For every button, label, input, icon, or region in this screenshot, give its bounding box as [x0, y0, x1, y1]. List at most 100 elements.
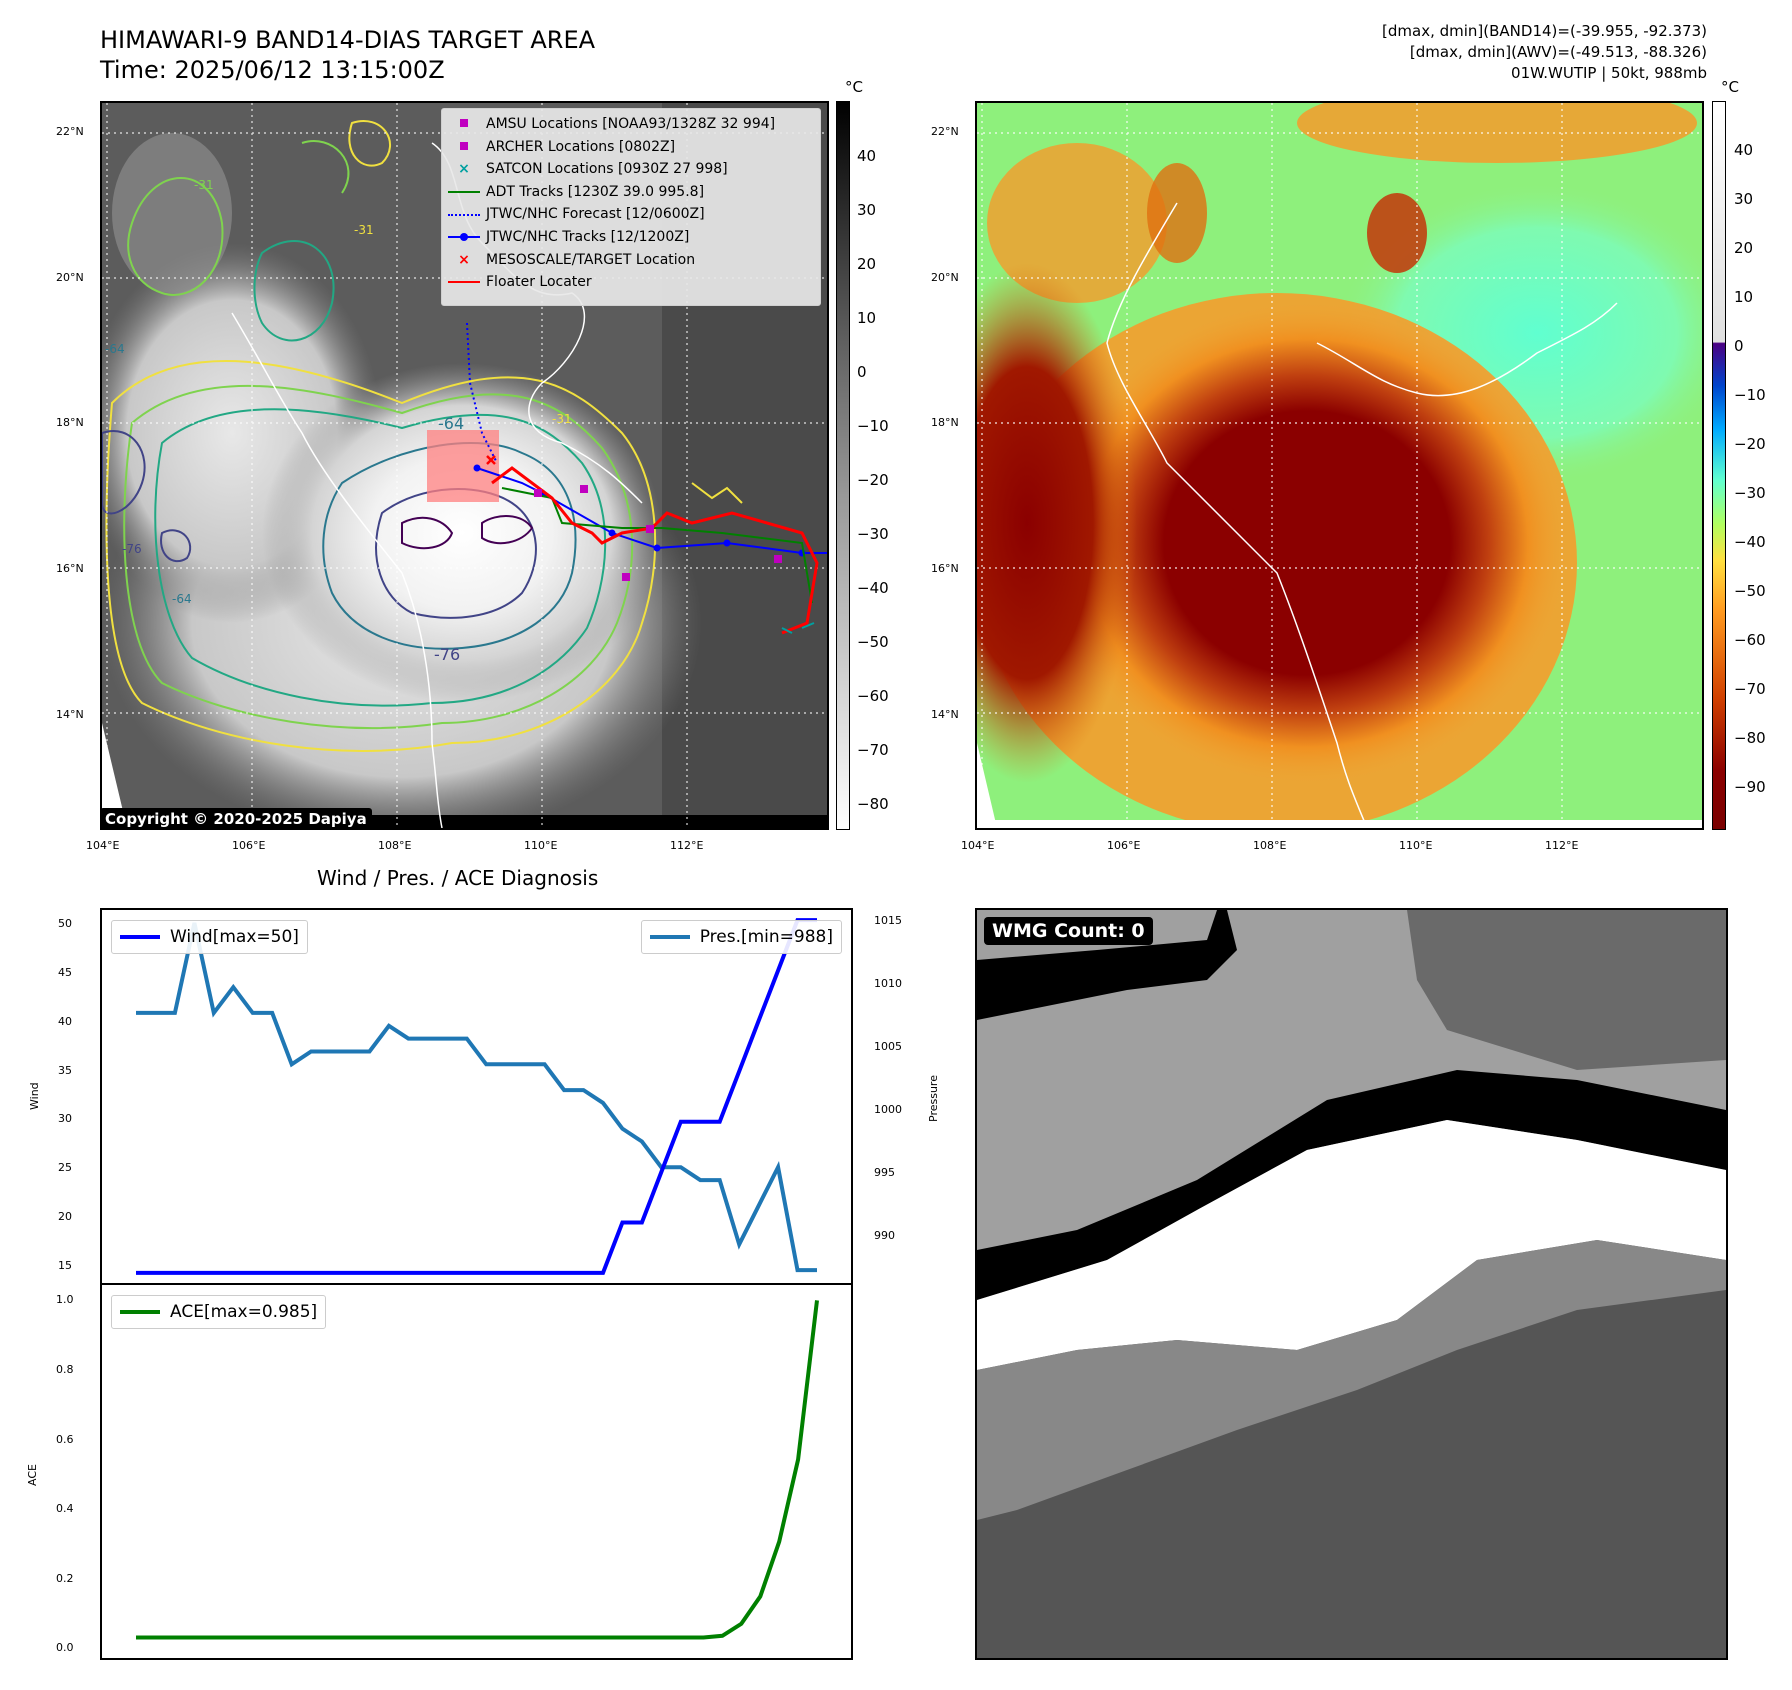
legend-label: MESOSCALE/TARGET Location: [486, 251, 696, 268]
wind-series-line: [136, 918, 817, 1275]
contour-label: -64: [105, 342, 125, 356]
ace-tick: 0.4: [56, 1502, 74, 1515]
wind-pressure-plot: Wind[max=50] Pres.[min=988]: [100, 908, 853, 1285]
legend-item-forecast: JTWC/NHC Forecast [12/0600Z]: [442, 203, 820, 226]
x-marker-icon: ×: [458, 161, 470, 178]
colorbar-tick: −10: [1734, 386, 1766, 404]
legend-item-jtwc: JTWC/NHC Tracks [12/1200Z]: [442, 226, 820, 249]
contour-label: -31: [194, 178, 214, 192]
wv-colorbar: [1712, 101, 1726, 830]
ace-axis-label: ACE: [26, 1464, 39, 1486]
legend-item-satcon: × SATCON Locations [0930Z 27 998]: [442, 158, 820, 181]
pressure-tick: 1015: [874, 914, 902, 927]
band14-range-text: [dmax, dmin](BAND14)=(-39.955, -92.373): [1382, 22, 1707, 40]
pressure-legend-label: Pres.[min=988]: [699, 927, 833, 947]
lat-tick: 14°N: [56, 708, 84, 721]
lat-tick: 20°N: [56, 271, 84, 284]
lon-tick: 112°E: [1545, 839, 1579, 852]
colorbar-tick: 20: [857, 255, 877, 273]
colorbar-tick: 0: [857, 363, 867, 381]
line-dot-marker-icon: [442, 226, 486, 248]
legend-item-mesoscale: × MESOSCALE/TARGET Location: [442, 249, 820, 272]
wind-tick: 50: [58, 917, 72, 930]
colorbar-tick: 20: [1734, 239, 1754, 257]
lon-tick: 104°E: [961, 839, 995, 852]
pressure-series-line: [136, 922, 817, 1273]
wind-axis-label: Wind: [28, 1082, 41, 1110]
colorbar-tick: −90: [1734, 778, 1766, 796]
colorbar-tick: −70: [857, 741, 889, 759]
ir-colorbar: [836, 101, 850, 830]
pressure-legend: Pres.[min=988]: [640, 920, 842, 954]
lon-tick: 106°E: [1107, 839, 1141, 852]
pressure-tick: 1010: [874, 977, 902, 990]
colorbar-tick: −30: [857, 525, 889, 543]
colorbar-tick: −80: [857, 795, 889, 813]
ir-map-legend: AMSU Locations [NOAA93/1328Z 32 994] ARC…: [441, 108, 821, 306]
wv-imagery: [977, 103, 1702, 828]
lat-tick: 18°N: [931, 416, 959, 429]
pressure-axis-label: Pressure: [927, 1075, 940, 1122]
colorbar-tick: −10: [857, 417, 889, 435]
contour-label: -64: [438, 414, 465, 433]
legend-label: ARCHER Locations [0802Z]: [486, 138, 676, 155]
lon-tick: 106°E: [232, 839, 266, 852]
pressure-tick: 1005: [874, 1040, 902, 1053]
storm-info-text: 01W.WUTIP | 50kt, 988mb: [1511, 64, 1707, 82]
ace-tick: 0.6: [56, 1433, 74, 1446]
wind-tick: 35: [58, 1064, 72, 1077]
diagnosis-title: Wind / Pres. / ACE Diagnosis: [317, 866, 599, 890]
ace-plot: ACE[max=0.985]: [100, 1283, 853, 1660]
ace-legend-label: ACE[max=0.985]: [170, 1302, 318, 1322]
wind-tick: 30: [58, 1112, 72, 1125]
colorbar-tick: −30: [1734, 484, 1766, 502]
lat-tick: 14°N: [931, 708, 959, 721]
lat-tick: 20°N: [931, 271, 959, 284]
ace-tick: 1.0: [56, 1293, 74, 1306]
contour-label: -31: [552, 412, 572, 426]
legend-label: JTWC/NHC Tracks [12/1200Z]: [486, 228, 690, 245]
wind-tick: 15: [58, 1259, 72, 1272]
awv-range-text: [dmax, dmin](AWV)=(-49.513, -88.326): [1409, 43, 1707, 61]
copyright-label: Copyright © 2020-2025 Dapiya: [100, 808, 372, 830]
ir-colorbar-unit: °C: [845, 78, 863, 96]
pressure-tick: 990: [874, 1229, 895, 1242]
pressure-tick: 995: [874, 1166, 895, 1179]
wind-tick: 40: [58, 1015, 72, 1028]
colorbar-tick: 40: [857, 147, 877, 165]
colorbar-tick: −40: [1734, 533, 1766, 551]
ace-line: [136, 1300, 819, 1640]
colorbar-tick: −50: [857, 633, 889, 651]
contour-label: -76: [122, 542, 142, 556]
lat-tick: 18°N: [56, 416, 84, 429]
wmg-panel: [975, 908, 1728, 1660]
lon-tick: 110°E: [524, 839, 558, 852]
contour-label: -64: [172, 592, 192, 606]
ir-satellite-map: -31 -31 -64 -64 -76 -64 -76 -31 AMSU Loc…: [100, 101, 829, 830]
colorbar-tick: 40: [1734, 141, 1754, 159]
wind-legend-label: Wind[max=50]: [170, 927, 299, 947]
contour-label: -31: [354, 223, 374, 237]
wind-tick: 25: [58, 1161, 72, 1174]
colorbar-tick: 10: [857, 309, 877, 327]
lon-tick: 108°E: [378, 839, 412, 852]
line-marker-icon: [442, 181, 486, 203]
dotted-line-icon: [442, 204, 486, 226]
wmg-count-label: WMG Count: 0: [984, 917, 1153, 945]
colorbar-tick: −50: [1734, 582, 1766, 600]
colorbar-tick: −70: [1734, 680, 1766, 698]
lat-tick: 22°N: [56, 125, 84, 138]
lon-tick: 112°E: [670, 839, 704, 852]
wv-colorbar-unit: °C: [1721, 78, 1739, 96]
ace-tick: 0.8: [56, 1363, 74, 1376]
legend-label: JTWC/NHC Forecast [12/0600Z]: [486, 206, 705, 223]
legend-label: ADT Tracks [1230Z 39.0 995.8]: [486, 183, 705, 200]
ace-tick: 0.0: [56, 1641, 74, 1654]
colorbar-tick: 0: [1734, 337, 1744, 355]
square-marker-icon: [442, 136, 486, 158]
pressure-tick: 1000: [874, 1103, 902, 1116]
lat-tick: 22°N: [931, 125, 959, 138]
wind-pressure-lines: [136, 918, 817, 1275]
contour-label: -76: [434, 645, 461, 664]
x-marker-icon: ×: [458, 251, 470, 268]
